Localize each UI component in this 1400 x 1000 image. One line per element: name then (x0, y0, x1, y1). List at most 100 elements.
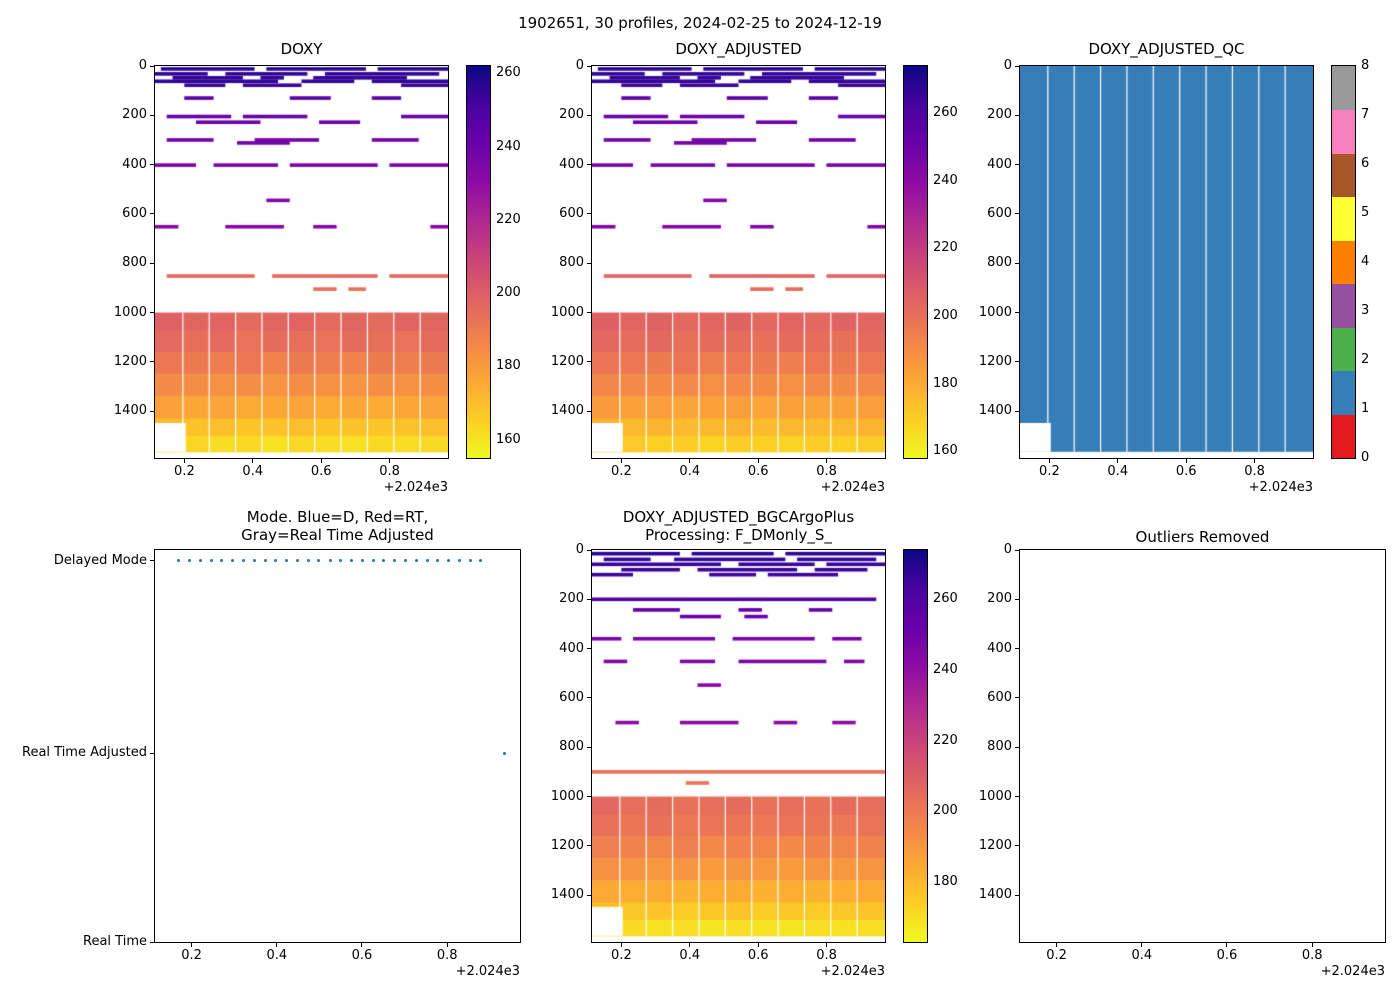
x-tick-label: 0.2 (181, 948, 202, 963)
x-tick-mark (1254, 459, 1256, 463)
qc-colorbar-block (1332, 327, 1355, 372)
y-tick-label: 400 (559, 640, 584, 656)
x-tick-mark (1311, 943, 1313, 947)
x-tick-mark (1226, 943, 1228, 947)
x-tick-label: 0.8 (816, 464, 837, 479)
x-tick-mark (826, 459, 828, 463)
x-tick-mark (446, 943, 448, 947)
doxy-adjusted-heatmap-canvas (592, 66, 885, 458)
x-tick-mark (191, 943, 193, 947)
mode-dot (306, 559, 310, 563)
colorbar-tick-label: 2 (1361, 352, 1370, 367)
x-tick-label: 0.2 (611, 948, 632, 963)
x-tick-mark (389, 459, 391, 463)
colorbar-tick-label: 7 (1361, 107, 1370, 122)
mode-dot (177, 559, 181, 563)
doxy-adjusted-colorbar-canvas (904, 66, 927, 458)
colorbar-tick-label: 4 (1361, 254, 1370, 269)
plot-frame (154, 549, 521, 943)
y-tick-label: 1200 (978, 353, 1012, 369)
mode-dot (242, 559, 246, 563)
mode-dot (425, 559, 429, 563)
y-tick-mark (150, 164, 154, 166)
y-tick-label: 1200 (550, 353, 584, 369)
y-tick-label: 1000 (978, 788, 1012, 804)
y-tick-label: 1200 (550, 837, 584, 853)
colorbar-tick-label: 8 (1361, 58, 1370, 73)
y-category-label: Real Time Adjusted (22, 745, 147, 761)
plot-frame (154, 65, 449, 459)
y-tick-mark (587, 697, 591, 699)
y-tick-mark (587, 164, 591, 166)
colorbar-tick-label: 160 (933, 443, 958, 459)
qc-colorbar-block (1332, 196, 1355, 241)
chart-title-doxy-adjusted-qc: DOXY_ADJUSTED_QC (1088, 40, 1245, 58)
mode-dot (285, 559, 289, 563)
y-tick-mark (587, 410, 591, 412)
y-tick-label: 200 (122, 107, 147, 123)
x-tick-label: 0.4 (679, 464, 701, 479)
colorbar-tick-label: 0 (1361, 450, 1370, 465)
y-tick-label: 600 (559, 205, 584, 221)
y-tick-mark (1015, 213, 1019, 215)
x-tick-label: 0.8 (1301, 948, 1323, 963)
colorbar-tick-label: 260 (933, 591, 958, 607)
y-tick-label: 600 (122, 205, 147, 221)
x-tick-label: 0.2 (1039, 464, 1060, 479)
x-axis-offset-label: +2.024e3 (455, 964, 520, 979)
x-tick-mark (361, 943, 363, 947)
colorbar-tick-label: 180 (933, 375, 958, 391)
colorbar-tick-label: 180 (496, 358, 521, 374)
y-tick-mark (587, 845, 591, 847)
mode-dot (296, 559, 300, 563)
x-tick-label: 0.6 (747, 948, 769, 963)
y-tick-label: 800 (559, 255, 584, 271)
colorbar-tick-label: 240 (933, 662, 958, 678)
mode-dot (414, 559, 418, 563)
y-tick-mark (1015, 648, 1019, 650)
plot-frame (591, 65, 886, 459)
y-category-tick-mark (150, 941, 154, 943)
x-axis-offset-label: +2.024e3 (1320, 964, 1385, 979)
x-tick-mark (757, 459, 759, 463)
x-tick-label: 0.4 (1107, 464, 1129, 479)
x-tick-label: 0.8 (379, 464, 400, 479)
colorbar-tick-label: 160 (496, 431, 521, 447)
x-tick-label: 0.6 (310, 464, 332, 479)
y-tick-label: 1400 (978, 403, 1012, 419)
chart-title-mode: Mode. Blue=D, Red=RT, Gray=Real Time Adj… (241, 508, 434, 544)
y-tick-mark (587, 746, 591, 748)
y-tick-label: 1400 (550, 403, 584, 419)
mode-dot (382, 559, 386, 563)
x-tick-mark (826, 943, 828, 947)
y-tick-mark (1015, 312, 1019, 314)
plot-frame (1019, 65, 1314, 459)
y-tick-label: 0 (1003, 58, 1012, 73)
y-tick-mark (1015, 361, 1019, 363)
y-tick-label: 1200 (978, 837, 1012, 853)
y-tick-mark (587, 598, 591, 600)
y-category-tick-mark (150, 560, 154, 562)
mode-dot (252, 559, 256, 563)
y-tick-mark (1015, 746, 1019, 748)
x-tick-label: 0.2 (1046, 948, 1067, 963)
x-tick-label: 0.4 (242, 464, 264, 479)
x-tick-mark (276, 943, 278, 947)
y-tick-mark (150, 114, 154, 116)
x-tick-label: 0.4 (679, 948, 701, 963)
mode-dot (403, 559, 407, 563)
y-tick-label: 600 (987, 689, 1012, 705)
x-tick-mark (689, 459, 691, 463)
mode-dot (263, 559, 267, 563)
mode-dot (231, 559, 235, 563)
x-tick-mark (1117, 459, 1119, 463)
y-tick-label: 200 (559, 591, 584, 607)
x-tick-mark (1056, 943, 1058, 947)
mode-dot (479, 559, 483, 563)
doxy-adjusted-bgc-colorbar-canvas (904, 550, 927, 942)
plot-frame (591, 549, 886, 943)
